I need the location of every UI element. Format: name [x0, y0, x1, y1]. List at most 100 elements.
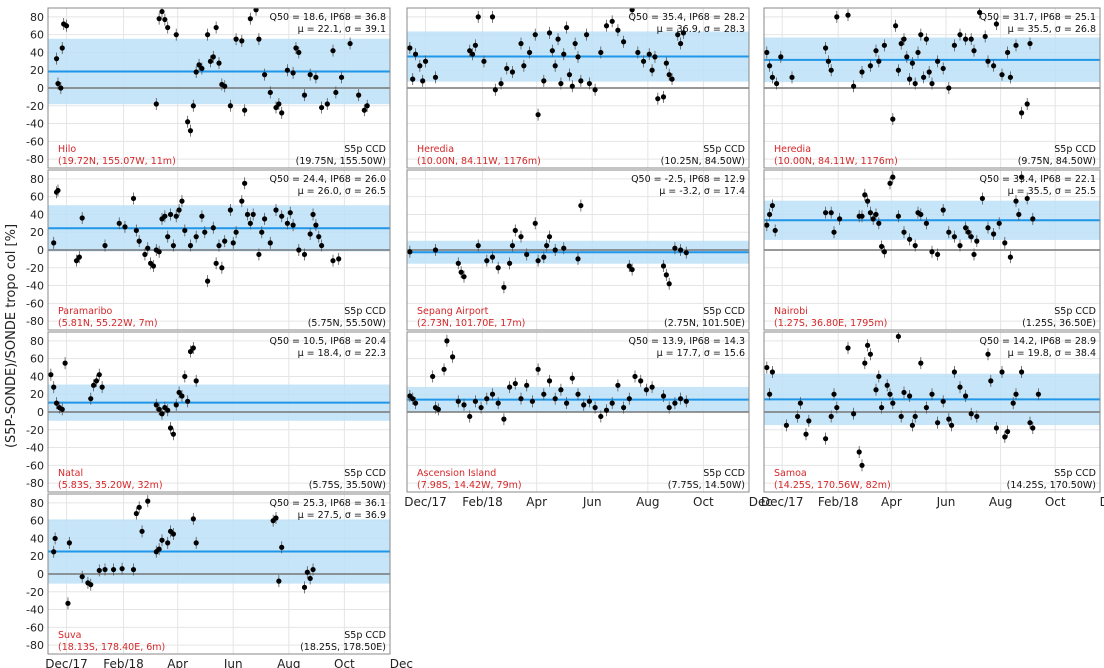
data-point: [825, 58, 832, 64]
data-point: [461, 402, 467, 408]
data-point: [879, 243, 885, 250]
data-point: [489, 391, 496, 397]
panel-7: Dec/17 Feb/18 Apr Jun Aug Oct Dec Q50 = 13.9, I…: [404, 331, 772, 509]
data-point: [156, 16, 162, 22]
data-point: [187, 348, 194, 355]
data-point: [823, 45, 829, 51]
data-point: [55, 187, 61, 194]
stats-q50-ip68: Q50 = 18.6, IP68 = 36.8: [269, 12, 386, 23]
data-point: [678, 247, 684, 253]
data-point: [526, 49, 533, 56]
data-point: [432, 74, 439, 80]
data-point: [509, 242, 516, 249]
data-point: [660, 94, 667, 100]
data-point: [410, 396, 416, 402]
data-point: [929, 249, 935, 255]
panels: 80 60 40 20 0 -20 -40 -60 -80 Q50 = 18.6, IP68 = …: [26, 7, 1104, 668]
data-point: [279, 213, 285, 219]
data-point: [974, 413, 980, 420]
pixel-coords: (5.75N, 55.50W): [308, 318, 386, 329]
data-point: [859, 462, 865, 468]
data-point: [672, 245, 678, 251]
stats-q50-ip68: Q50 = 25.3, IP68 = 36.1: [269, 498, 386, 509]
data-point: [946, 229, 952, 235]
data-point: [803, 431, 809, 437]
data-point: [478, 404, 484, 411]
data-point: [572, 40, 578, 47]
data-point: [88, 582, 94, 588]
data-point: [284, 67, 290, 73]
stats-q50-ip68: Q50 = 24.4, IP68 = 26.0: [269, 174, 386, 185]
data-point: [156, 406, 162, 412]
data-point: [683, 398, 689, 404]
data-point: [876, 373, 882, 380]
data-point: [929, 80, 935, 87]
data-point: [96, 567, 102, 574]
data-point: [173, 32, 179, 38]
x-tick-label: Oct: [693, 495, 714, 509]
data-point: [646, 51, 652, 57]
data-point: [535, 112, 541, 118]
y-tick-label: 60: [30, 191, 44, 204]
x-tick-label: Feb/18: [818, 495, 859, 509]
data-point: [774, 80, 780, 87]
data-point: [196, 62, 202, 68]
station-name: Ascension Island: [417, 468, 496, 479]
data-point: [876, 220, 882, 226]
data-point: [333, 89, 339, 96]
data-point: [173, 402, 179, 408]
panel-frame: [763, 331, 1101, 493]
data-point: [923, 220, 930, 226]
data-point: [330, 258, 336, 264]
data-point: [909, 60, 916, 66]
data-points: [53, 8, 370, 137]
stats-q50-ip68: Q50 = 10.5, IP68 = 20.4: [269, 336, 386, 347]
data-point: [552, 247, 558, 253]
data-point: [88, 396, 94, 402]
data-point: [122, 224, 128, 230]
data-point: [918, 32, 924, 38]
data-point: [307, 575, 313, 582]
data-point: [767, 391, 773, 397]
data-point: [626, 396, 632, 402]
data-point: [182, 227, 188, 234]
data-points: [48, 342, 199, 441]
pixel-coords: (1.25S, 36.50E): [1022, 318, 1096, 329]
data-point: [79, 574, 85, 580]
pixel-label: S5p CCD: [703, 306, 745, 317]
data-point: [199, 213, 205, 219]
data-point: [823, 210, 829, 216]
data-point: [119, 566, 125, 572]
data-point: [179, 393, 185, 399]
data-point: [859, 213, 865, 219]
panel-frame: [47, 493, 391, 655]
data-point: [213, 24, 219, 31]
data-point: [552, 396, 558, 402]
data-point: [1013, 42, 1019, 48]
stats-mu-sigma: μ = 27.5, σ = 36.9: [298, 510, 386, 521]
data-point: [110, 566, 117, 573]
data-point: [957, 242, 963, 249]
data-point: [1005, 49, 1011, 56]
data-point: [412, 51, 419, 57]
data-point: [834, 14, 840, 20]
data-point: [167, 425, 174, 431]
data-point: [1019, 369, 1025, 375]
data-point: [338, 74, 345, 80]
data-point: [834, 404, 840, 411]
data-point: [968, 36, 974, 42]
data-point: [153, 101, 159, 107]
data-point: [1027, 420, 1033, 426]
data-point: [1019, 174, 1025, 180]
data-point: [598, 413, 604, 420]
data-point: [898, 413, 904, 420]
data-point: [669, 76, 675, 82]
data-point: [356, 92, 362, 98]
data-point: [51, 384, 57, 390]
data-point: [895, 333, 902, 340]
data-point: [912, 242, 918, 249]
data-point: [1010, 400, 1016, 406]
stats-mu-sigma: μ = 35.5, σ = 25.5: [1008, 186, 1096, 197]
pixel-coords: (9.75N, 84.50W): [1018, 156, 1096, 167]
data-point: [63, 23, 70, 29]
